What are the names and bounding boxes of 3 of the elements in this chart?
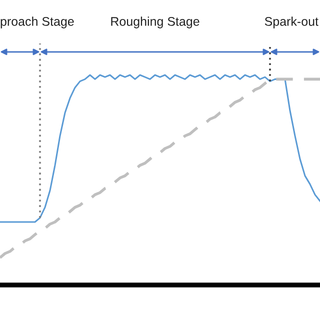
- text: Roughing Stage: [111, 16, 200, 28]
- text: Spark-out: [264, 16, 318, 28]
- text: proach Stage: [0, 16, 74, 28]
